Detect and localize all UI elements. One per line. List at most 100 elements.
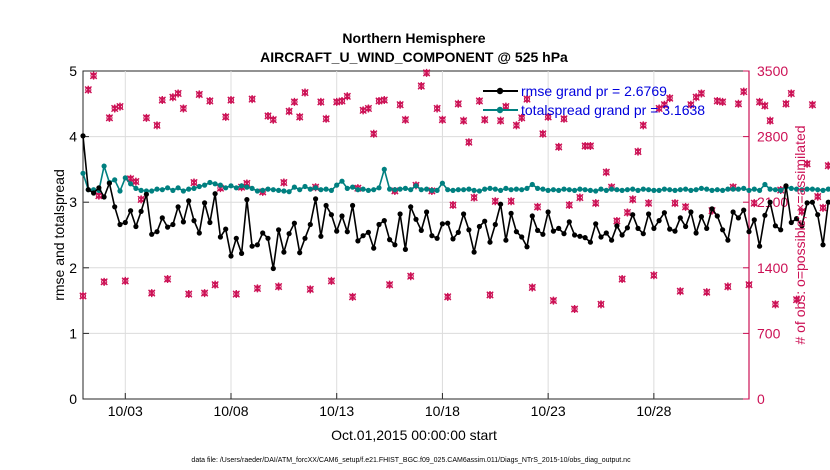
point-totalspread xyxy=(128,181,134,187)
point-rmse xyxy=(307,221,313,228)
obs-count-point xyxy=(401,115,410,124)
obs-count-point xyxy=(105,113,114,122)
x-tick-label: 10/08 xyxy=(213,403,248,419)
point-rmse xyxy=(128,208,134,214)
point-rmse xyxy=(540,231,546,237)
y-tick-label: 4 xyxy=(69,129,77,145)
point-rmse xyxy=(614,223,620,229)
legend-spread-label: totalspread grand pr = 3.1638 xyxy=(521,102,705,118)
obs-assimilated-marker xyxy=(623,208,632,217)
series-line-rmse xyxy=(82,135,830,269)
obs-count-point xyxy=(179,104,188,113)
point-totalspread xyxy=(482,186,488,192)
obs-count-point xyxy=(639,121,647,130)
obs-assimilated-marker xyxy=(618,275,626,284)
point-totalspread xyxy=(598,186,604,192)
obs-assimilated-marker xyxy=(771,300,780,309)
point-rmse xyxy=(91,190,97,196)
point-rmse xyxy=(741,207,747,213)
obs-assimilated-marker xyxy=(740,87,748,96)
point-rmse xyxy=(799,223,805,229)
point-rmse xyxy=(730,209,736,215)
obs-count-point xyxy=(290,97,299,106)
obs-count-point xyxy=(666,94,674,103)
obs-count-point xyxy=(285,107,293,116)
obs-assimilated-marker xyxy=(819,203,827,212)
point-rmse xyxy=(149,231,155,237)
point-rmse xyxy=(376,221,382,228)
point-totalspread xyxy=(508,187,514,193)
point-totalspread xyxy=(138,187,144,193)
point-totalspread xyxy=(276,187,282,193)
obs-assimilated-marker xyxy=(454,99,462,108)
obs-assimilated-marker xyxy=(343,92,351,101)
obs-assimilated-marker xyxy=(121,276,129,285)
obs-count-point xyxy=(301,88,309,97)
point-rmse xyxy=(334,228,340,234)
obs-assimilated-marker xyxy=(755,97,764,106)
point-rmse xyxy=(482,218,488,224)
point-rmse xyxy=(339,213,345,219)
series-rmse xyxy=(80,133,830,272)
point-rmse xyxy=(656,218,662,224)
point-rmse xyxy=(735,215,742,221)
point-totalspread xyxy=(651,187,657,193)
obs-count-point xyxy=(750,199,758,208)
point-rmse xyxy=(228,253,234,259)
obs-count-point xyxy=(808,100,817,109)
point-rmse xyxy=(217,234,223,240)
x-axis-label: Oct.01,2015 00:00:00 start xyxy=(331,427,497,443)
point-totalspread xyxy=(603,187,609,193)
point-totalspread xyxy=(434,187,440,193)
obs-count-point xyxy=(274,282,283,291)
obs-assimilated-marker xyxy=(597,300,605,309)
point-totalspread xyxy=(503,185,509,191)
obs-count-point xyxy=(433,104,441,113)
point-totalspread xyxy=(223,185,229,191)
point-totalspread xyxy=(741,185,747,191)
point-totalspread xyxy=(149,188,155,194)
point-totalspread xyxy=(260,187,266,193)
point-totalspread xyxy=(767,186,773,192)
obs-count-point xyxy=(422,68,431,77)
point-rmse xyxy=(624,225,631,231)
obs-count-point xyxy=(121,276,129,285)
point-totalspread xyxy=(186,186,192,192)
obs-assimilated-marker xyxy=(549,296,558,305)
obs-count-point xyxy=(417,81,425,90)
obs-count-point xyxy=(555,142,563,151)
point-totalspread xyxy=(397,186,403,192)
point-totalspread xyxy=(794,186,800,192)
point-rmse xyxy=(820,242,826,248)
y-tick-label: 5 xyxy=(69,63,77,79)
obs-assimilated-marker xyxy=(317,97,325,106)
point-rmse xyxy=(80,133,86,139)
obs-assimilated-marker xyxy=(195,90,203,99)
obs-count-point xyxy=(539,129,547,138)
legend: rmse grand pr = 2.6769 totalspread grand… xyxy=(483,83,705,118)
obs-assimilated-marker xyxy=(407,272,415,281)
point-rmse xyxy=(577,233,583,239)
obs-assimilated-marker xyxy=(296,112,304,121)
obs-assimilated-marker xyxy=(206,96,214,105)
point-rmse xyxy=(180,219,186,225)
point-rmse xyxy=(112,204,118,210)
point-rmse xyxy=(593,221,599,227)
point-rmse xyxy=(556,225,562,231)
point-rmse xyxy=(365,229,371,235)
point-rmse xyxy=(122,219,128,226)
obs-count-point xyxy=(163,275,172,284)
obs-assimilated-marker xyxy=(158,96,166,105)
obs-assimilated-marker xyxy=(111,104,119,113)
obs-count-point xyxy=(100,277,108,286)
obs-assimilated-marker xyxy=(211,280,219,289)
obs-count-point xyxy=(158,96,166,105)
point-totalspread xyxy=(133,185,139,191)
obs-assimilated-marker xyxy=(79,291,87,300)
point-rmse xyxy=(101,194,107,200)
point-rmse xyxy=(640,231,646,237)
point-totalspread xyxy=(725,186,731,192)
obs-assimilated-marker xyxy=(681,202,690,211)
point-totalspread xyxy=(609,186,615,192)
obs-count-point xyxy=(692,93,700,102)
